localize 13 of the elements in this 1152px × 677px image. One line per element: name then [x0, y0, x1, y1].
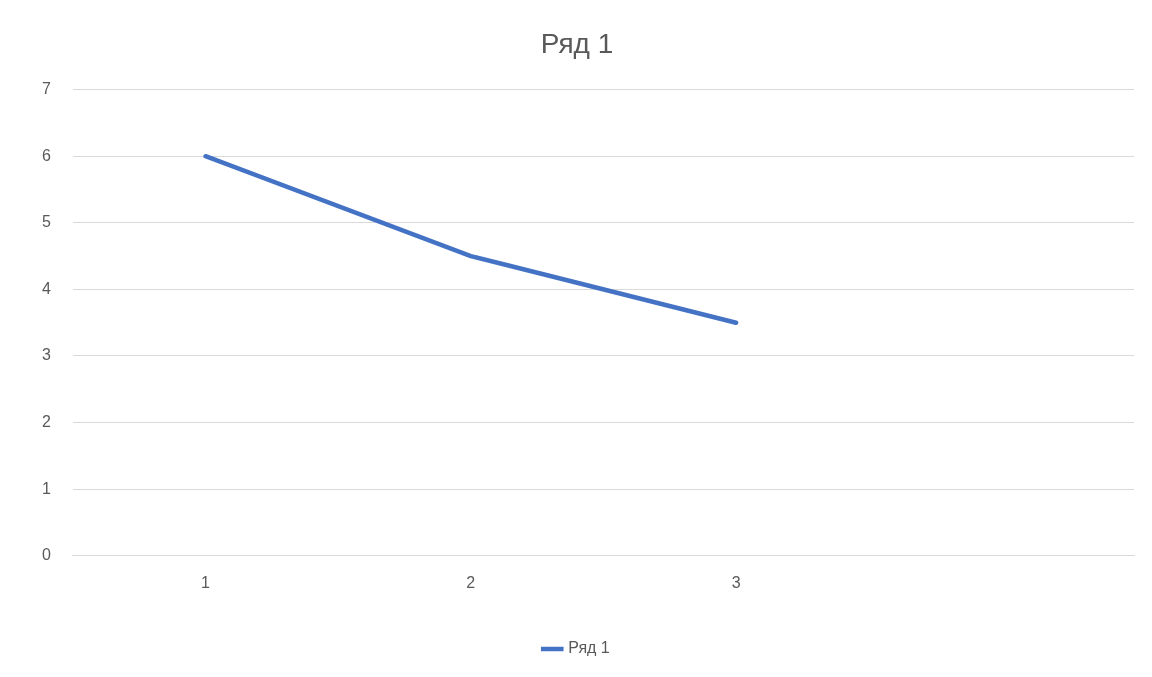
y-tick-label: 2 [41, 413, 51, 431]
legend-label: Ряд 1 [568, 639, 610, 657]
y-tick-label: 1 [41, 479, 51, 497]
y-tick-label: 5 [41, 213, 51, 231]
y-tick-label: 7 [41, 80, 51, 98]
x-tick-label: 3 [731, 573, 741, 591]
y-tick-label: 6 [41, 146, 51, 164]
y-tick-label: 0 [41, 546, 51, 564]
y-tick-label: 4 [41, 279, 51, 297]
chart-title: Ряд 1 [540, 27, 614, 59]
x-tick-label: 1 [201, 573, 211, 591]
y-tick-label: 3 [41, 346, 51, 364]
x-tick-label: 2 [466, 573, 476, 591]
